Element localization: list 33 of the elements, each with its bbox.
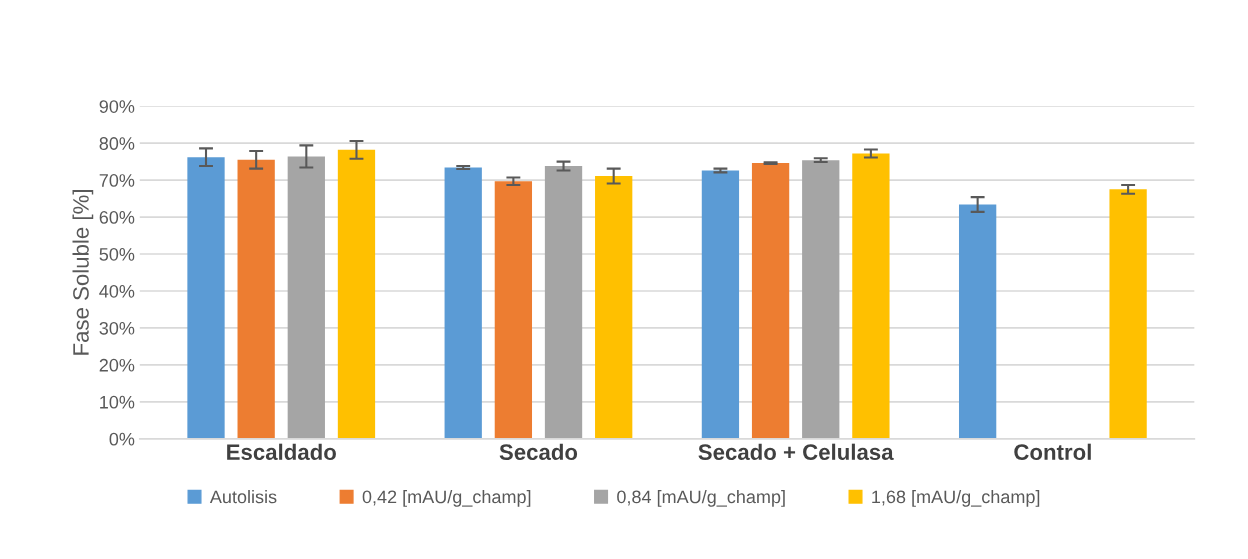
x-tick-label: Secado bbox=[499, 443, 578, 460]
bar bbox=[852, 153, 890, 439]
y-tick-label: 90% bbox=[99, 100, 135, 113]
bar bbox=[337, 149, 376, 439]
y-tick-label: 80% bbox=[99, 137, 135, 150]
x-tick-label: Escaldado bbox=[227, 443, 336, 460]
bar bbox=[595, 176, 633, 439]
bar bbox=[237, 159, 275, 439]
y-tick-label: 60% bbox=[99, 211, 135, 224]
bar bbox=[802, 160, 840, 439]
bar bbox=[494, 181, 533, 439]
y-axis-title: Fase Soluble [%] bbox=[72, 190, 94, 355]
legend-label: 1,68 [mAU/g_champ] bbox=[872, 489, 1040, 507]
y-tick-label: 70% bbox=[99, 174, 135, 187]
bar bbox=[287, 156, 325, 439]
legend-label: 0,84 [mAU/g_champ] bbox=[617, 489, 785, 507]
bar bbox=[701, 170, 740, 439]
legend-label: Autolisis bbox=[209, 489, 277, 504]
y-tick-label: 10% bbox=[100, 395, 135, 409]
y-tick-label: 0% bbox=[109, 432, 135, 446]
bar bbox=[444, 167, 482, 439]
bar bbox=[544, 166, 583, 439]
legend-label: 0,42 [mAU/g_champ] bbox=[362, 489, 531, 507]
x-tick-label: Control bbox=[1014, 443, 1091, 460]
bar bbox=[187, 157, 225, 439]
y-tick-label: 50% bbox=[99, 247, 135, 261]
y-tick-label: 40% bbox=[99, 284, 135, 298]
bar bbox=[751, 163, 790, 439]
bar bbox=[1109, 189, 1147, 439]
bar bbox=[958, 204, 997, 439]
x-tick-label: Secado + Celulasa bbox=[698, 443, 894, 460]
y-tick-label: 20% bbox=[99, 358, 135, 372]
y-tick-label: 30% bbox=[99, 321, 135, 335]
